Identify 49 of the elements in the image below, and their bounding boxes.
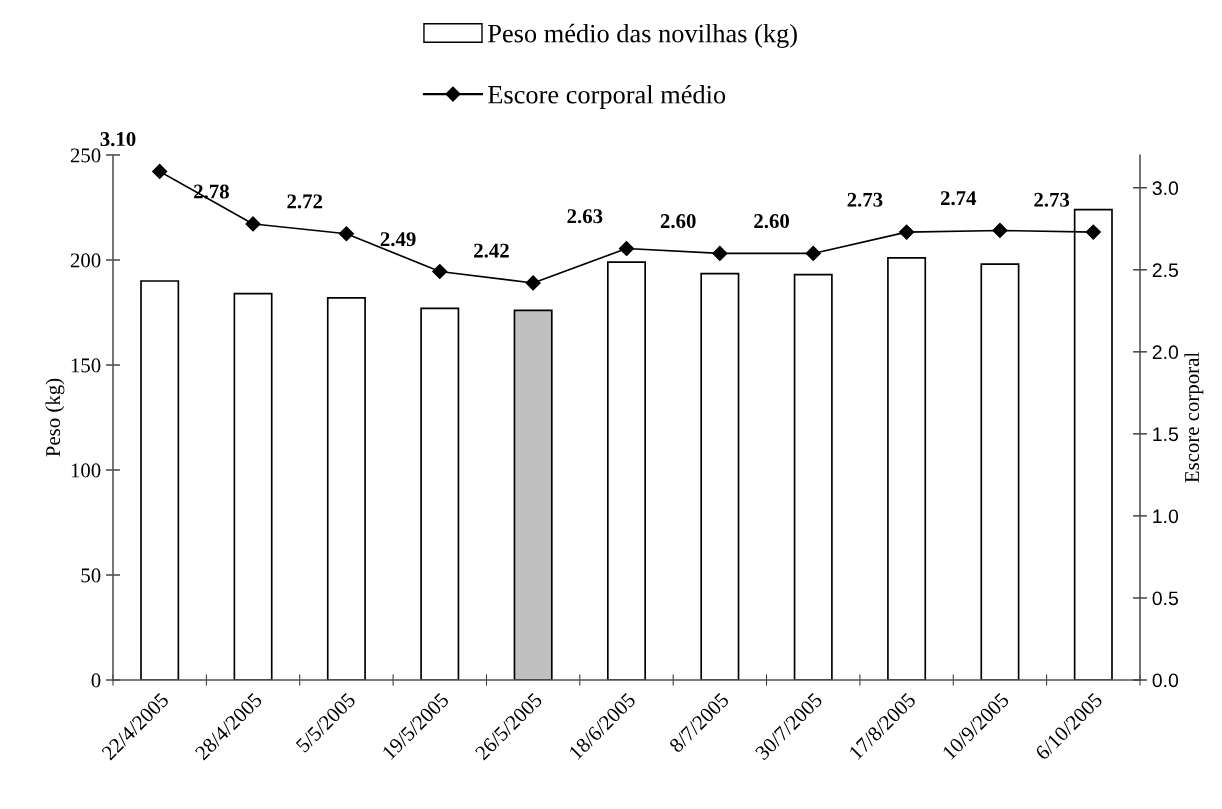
y-axis-title: Peso (kg): [45, 378, 65, 457]
bar: [980, 263, 1020, 680]
point: [712, 245, 728, 262]
y-tick-label: 0: [91, 673, 101, 688]
data-label: 3.10: [100, 132, 136, 147]
point: [432, 263, 448, 280]
point: [992, 222, 1008, 239]
bar: [140, 280, 180, 680]
bar: [606, 261, 647, 680]
bar: [793, 273, 833, 680]
y-tick-label: 150: [71, 358, 101, 373]
bar: [233, 292, 273, 680]
y2-tick-label: 1.0: [1153, 509, 1179, 524]
bar: [513, 309, 553, 680]
bar: [326, 296, 366, 680]
point: [1085, 224, 1101, 240]
y2-tick-label: 2.5: [1152, 263, 1179, 278]
data-label: 2.72: [287, 194, 323, 209]
legend-label: Escore corporal médio: [488, 84, 726, 109]
data-label: 2.78: [194, 184, 229, 199]
point: [618, 240, 635, 257]
y2-tick-label: 3.0: [1152, 181, 1179, 196]
y-tick-label: 250: [70, 148, 101, 163]
point: [152, 163, 168, 179]
legend-label: Peso médio das novilhas (kg): [488, 23, 797, 48]
y-tick-label: 100: [71, 463, 101, 478]
point: [805, 245, 821, 262]
data-label: 2.74: [940, 191, 977, 206]
bar: [887, 257, 927, 680]
point: [899, 224, 915, 240]
y2-tick-label: 1.5: [1153, 427, 1179, 442]
data-label: 2.42: [474, 243, 509, 258]
y-tick-label: 50: [81, 568, 101, 583]
y2-axis-title: Escore corporal: [1184, 352, 1204, 483]
point: [338, 226, 354, 242]
data-label: 2.73: [847, 192, 883, 207]
data-label: 2.63: [567, 209, 603, 224]
y2-tick-label: 0.5: [1152, 591, 1179, 606]
y2-tick-label: 0.0: [1152, 673, 1179, 688]
data-label: 2.60: [754, 214, 789, 229]
point: [245, 216, 261, 232]
y2-tick-label: 2.0: [1152, 345, 1179, 360]
bar: [420, 307, 460, 680]
y-tick-label: 200: [70, 253, 101, 268]
data-label: 2.49: [380, 232, 416, 247]
point: [525, 275, 541, 291]
data-label: 2.73: [1034, 192, 1070, 207]
bar: [700, 272, 740, 680]
data-label: 2.60: [660, 214, 696, 229]
